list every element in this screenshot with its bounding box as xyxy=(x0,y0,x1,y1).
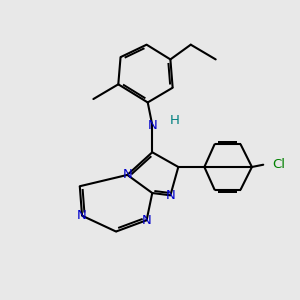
Text: N: N xyxy=(142,214,152,227)
Text: N: N xyxy=(147,118,157,132)
Text: Cl: Cl xyxy=(272,158,285,171)
Text: N: N xyxy=(166,189,175,202)
Text: N: N xyxy=(122,168,132,182)
Text: H: H xyxy=(169,114,179,127)
Text: N: N xyxy=(77,209,87,222)
